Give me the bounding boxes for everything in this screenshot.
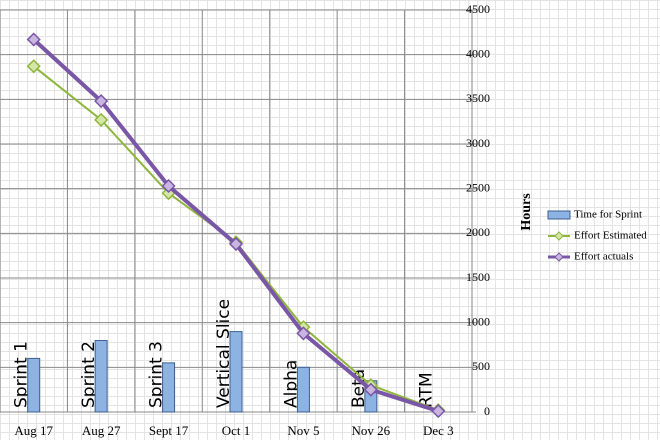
bar bbox=[296, 366, 310, 413]
legend-label: Effort actuals bbox=[574, 251, 633, 263]
bar bbox=[229, 331, 243, 413]
legend-marker bbox=[554, 252, 564, 262]
x-tick-label: Aug 17 bbox=[14, 423, 53, 438]
y-tick-label: 500 bbox=[472, 359, 490, 373]
marker bbox=[26, 59, 41, 74]
x-tick-label: Sept 17 bbox=[149, 423, 189, 438]
marker bbox=[296, 326, 311, 341]
marker bbox=[431, 404, 446, 419]
marker bbox=[363, 382, 378, 397]
bar-label: Sprint 3 bbox=[147, 341, 167, 408]
x-tick-label: Nov 5 bbox=[287, 423, 319, 438]
legend-label: Time for Sprint bbox=[574, 209, 642, 221]
y-tick-label: 0 bbox=[484, 404, 490, 418]
bar-label: RTM bbox=[416, 372, 436, 408]
bar bbox=[162, 362, 176, 413]
y-axis-title: Hours bbox=[519, 193, 534, 231]
y-tick-label: 3000 bbox=[466, 136, 490, 150]
x-tick-label: Dec 3 bbox=[423, 423, 454, 438]
legend-swatch bbox=[547, 210, 571, 220]
marker bbox=[228, 236, 244, 252]
bar-label: Sprint 2 bbox=[79, 341, 99, 408]
legend-marker bbox=[554, 231, 564, 241]
y-tick-label: 1000 bbox=[466, 314, 490, 328]
legend-label: Effort Estimated bbox=[574, 230, 647, 242]
bar bbox=[94, 340, 108, 413]
marker bbox=[94, 112, 109, 127]
y-tick-label: 1500 bbox=[466, 270, 490, 284]
x-tick-label: Oct 1 bbox=[222, 423, 251, 438]
x-tick-label: Nov 26 bbox=[352, 423, 391, 438]
y-tick-label: 3500 bbox=[466, 91, 490, 105]
bar-label: Alpha bbox=[281, 360, 301, 408]
marker bbox=[161, 178, 176, 194]
y-tick-label: 2000 bbox=[466, 225, 490, 239]
bar bbox=[27, 357, 41, 413]
x-tick-label: Aug 27 bbox=[82, 423, 121, 438]
marker bbox=[94, 94, 109, 109]
y-tick-label: 4500 bbox=[466, 2, 490, 16]
bar-label: Vertical Slice bbox=[214, 299, 234, 408]
bar-label: Sprint 1 bbox=[12, 341, 32, 408]
y-tick-label: 2500 bbox=[466, 180, 490, 194]
y-tick-label: 4000 bbox=[466, 46, 490, 60]
marker bbox=[26, 32, 41, 47]
